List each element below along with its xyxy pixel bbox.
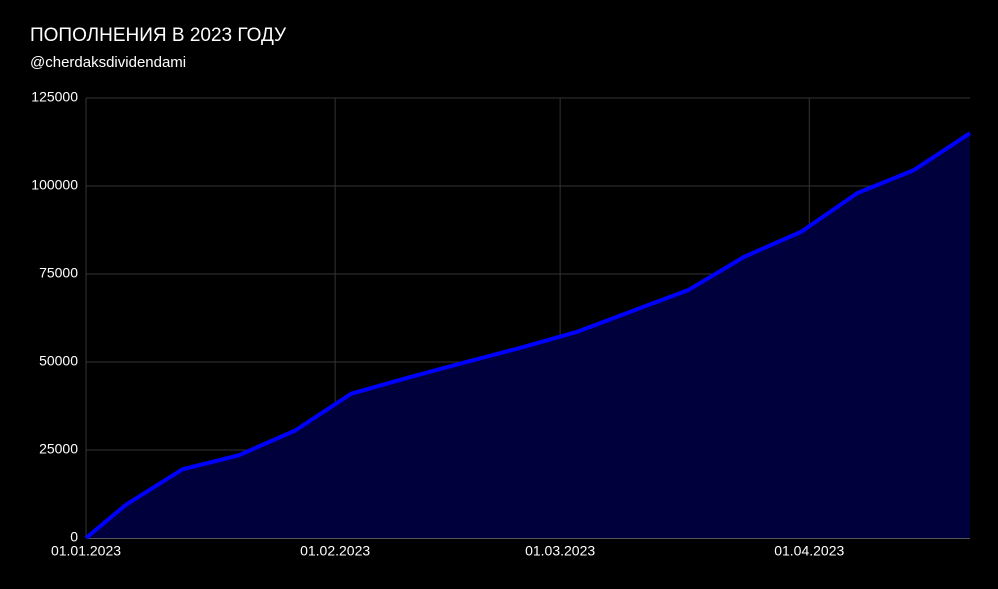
line [84,131,972,540]
y-tick-label: 50000 [39,353,78,369]
y-tick-label: 125000 [31,89,78,105]
y-tick-label: 0 [70,529,78,545]
x-tick-label: 01.04.2023 [774,543,844,559]
chart-subtitle: @cherdaksdividendami [30,54,186,71]
y-tick-label: 25000 [39,441,78,457]
x-tick-label: 01.03.2023 [525,543,595,559]
area-fill [86,133,970,538]
y-tick-label: 75000 [39,265,78,281]
x-tick-label: 01.02.2023 [300,543,370,559]
y-tick-label: 100000 [31,177,78,193]
x-tick-label: 01.01.2023 [51,543,121,559]
chart-title: ПОПОЛНЕНИЯ В 2023 ГОДУ [30,25,287,46]
